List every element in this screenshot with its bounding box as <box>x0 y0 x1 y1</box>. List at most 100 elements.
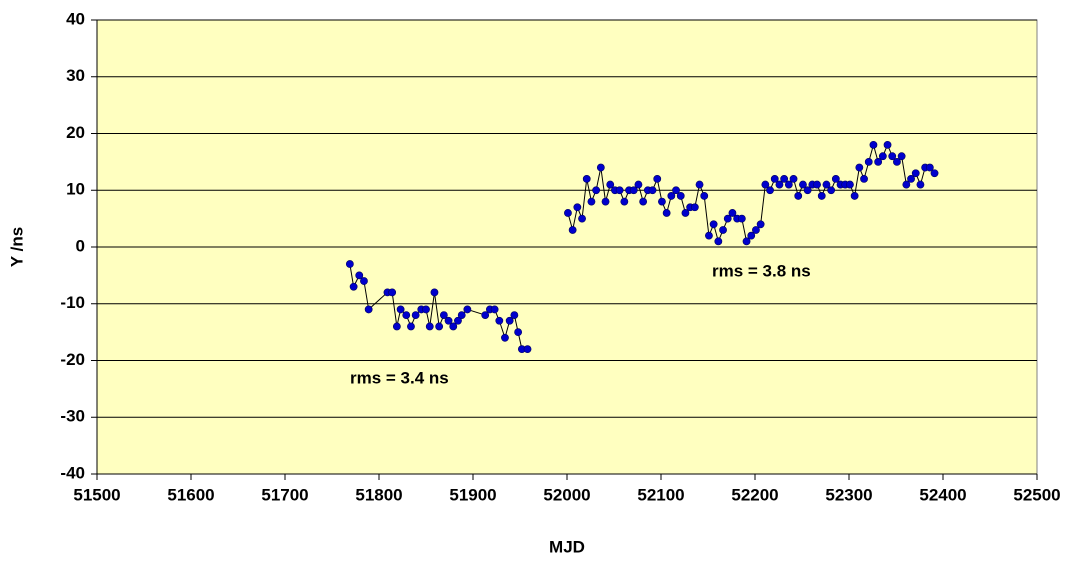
data-point <box>490 305 499 314</box>
data-point <box>662 209 671 217</box>
annotation: rms = 3.4 ns <box>350 368 449 387</box>
data-point <box>766 186 774 195</box>
data-point <box>615 186 624 195</box>
data-point <box>676 192 685 200</box>
data-point <box>582 174 591 183</box>
data-point <box>742 237 751 246</box>
data-point <box>784 180 793 189</box>
data-point <box>813 180 821 189</box>
y-tick-label: 10 <box>66 180 85 199</box>
data-point <box>761 180 770 189</box>
data-point <box>388 288 397 297</box>
y-axis-label: Y /ns <box>7 227 26 267</box>
data-point <box>803 186 812 195</box>
data-point <box>392 322 401 331</box>
data-point <box>878 152 887 161</box>
data-point <box>667 192 676 200</box>
data-point <box>714 237 723 246</box>
x-tick-label: 52300 <box>825 485 872 504</box>
data-point <box>578 214 586 223</box>
data-point <box>672 186 680 195</box>
data-point <box>463 305 472 314</box>
data-point <box>505 316 514 325</box>
data-point <box>355 271 364 280</box>
data-point <box>634 180 643 189</box>
data-point <box>794 192 803 200</box>
data-point <box>723 214 732 223</box>
data-point <box>648 186 657 195</box>
x-tick-label: 51700 <box>261 485 308 504</box>
data-point <box>695 180 704 189</box>
data-point <box>864 157 873 166</box>
data-point <box>481 311 490 319</box>
data-point <box>407 322 415 331</box>
data-point <box>747 231 756 240</box>
data-point <box>501 333 509 342</box>
data-point <box>690 203 699 212</box>
data-point <box>916 180 925 189</box>
x-tick-label: 51900 <box>449 485 496 504</box>
data-point <box>444 316 453 325</box>
data-point <box>592 186 601 195</box>
data-point <box>897 152 906 161</box>
data-point <box>364 305 373 314</box>
data-point <box>345 260 354 268</box>
data-point <box>658 197 666 206</box>
y-tick-label: 0 <box>76 236 85 255</box>
x-tick-label: 51600 <box>167 485 214 504</box>
data-point <box>719 226 727 234</box>
data-point <box>850 192 859 200</box>
y-tick-label: -20 <box>60 350 85 369</box>
y-tick-label: -30 <box>60 407 85 426</box>
data-point <box>930 169 939 178</box>
x-tick-label: 51800 <box>355 485 402 504</box>
data-point <box>709 220 718 229</box>
data-point <box>430 288 439 297</box>
data-point <box>874 157 883 166</box>
data-point <box>510 311 519 319</box>
data-point <box>902 180 911 189</box>
data-point <box>756 220 765 229</box>
data-point <box>846 180 854 189</box>
data-point <box>831 174 840 183</box>
x-tick-label: 52400 <box>919 485 966 504</box>
data-point <box>457 311 466 319</box>
data-point <box>396 305 405 314</box>
y-tick-label: -10 <box>60 293 85 312</box>
data-point <box>780 174 789 183</box>
data-point <box>411 311 420 319</box>
data-point <box>349 282 358 291</box>
data-point <box>700 192 709 200</box>
data-point <box>817 192 826 200</box>
data-point <box>523 345 532 354</box>
data-point <box>827 186 836 195</box>
data-point <box>681 209 690 217</box>
data-point <box>883 140 892 149</box>
data-point <box>568 226 577 234</box>
data-point <box>587 197 596 206</box>
data-point <box>799 180 807 189</box>
data-point <box>629 186 638 195</box>
data-point <box>770 174 779 183</box>
data-point <box>402 311 411 319</box>
data-point <box>752 226 760 234</box>
data-point <box>925 163 934 172</box>
x-tick-label: 52200 <box>731 485 778 504</box>
x-tick-label: 52000 <box>543 485 590 504</box>
x-tick-label: 51500 <box>73 485 120 504</box>
x-tick-label: 52100 <box>637 485 684 504</box>
data-point <box>425 322 434 331</box>
data-point <box>601 197 610 206</box>
data-point <box>360 277 368 285</box>
data-point <box>573 203 582 212</box>
data-point <box>860 174 868 183</box>
data-point <box>888 152 897 161</box>
data-point <box>789 174 798 183</box>
data-point <box>911 169 920 178</box>
data-point <box>454 316 462 325</box>
data-point <box>495 316 504 325</box>
data-point <box>705 231 713 240</box>
y-tick-label: -40 <box>60 463 85 482</box>
y-tick-label: 20 <box>66 123 85 142</box>
